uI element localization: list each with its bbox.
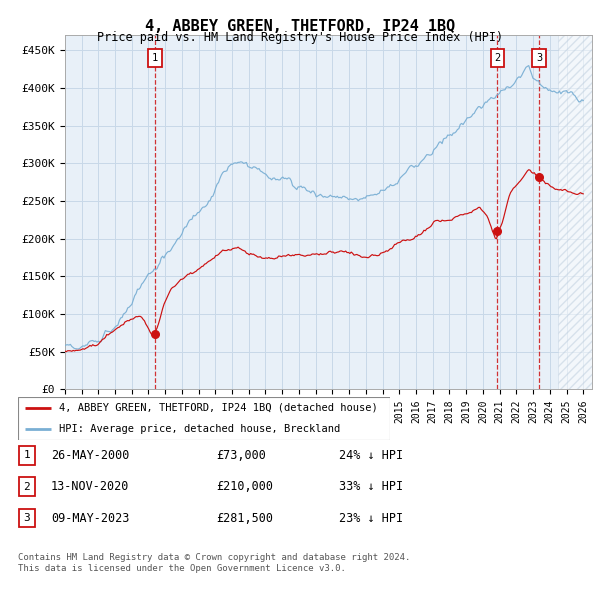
Text: 23% ↓ HPI: 23% ↓ HPI: [339, 512, 403, 525]
Text: Price paid vs. HM Land Registry's House Price Index (HPI): Price paid vs. HM Land Registry's House …: [97, 31, 503, 44]
Text: 3: 3: [536, 53, 542, 63]
Text: HPI: Average price, detached house, Breckland: HPI: Average price, detached house, Brec…: [59, 424, 340, 434]
Text: 2: 2: [23, 482, 31, 491]
Text: 26-MAY-2000: 26-MAY-2000: [51, 449, 130, 462]
Text: Contains HM Land Registry data © Crown copyright and database right 2024.
This d: Contains HM Land Registry data © Crown c…: [18, 553, 410, 573]
Bar: [558, 35, 600, 389]
Text: 4, ABBEY GREEN, THETFORD, IP24 1BQ (detached house): 4, ABBEY GREEN, THETFORD, IP24 1BQ (deta…: [59, 403, 377, 412]
Text: 1: 1: [152, 53, 158, 63]
Text: 2: 2: [494, 53, 500, 63]
Text: 13-NOV-2020: 13-NOV-2020: [51, 480, 130, 493]
Text: 4, ABBEY GREEN, THETFORD, IP24 1BQ: 4, ABBEY GREEN, THETFORD, IP24 1BQ: [145, 19, 455, 34]
Text: 09-MAY-2023: 09-MAY-2023: [51, 512, 130, 525]
Text: £281,500: £281,500: [216, 512, 273, 525]
Text: 3: 3: [23, 513, 31, 523]
Text: £73,000: £73,000: [216, 449, 266, 462]
Text: 33% ↓ HPI: 33% ↓ HPI: [339, 480, 403, 493]
Text: 1: 1: [23, 451, 31, 460]
Text: £210,000: £210,000: [216, 480, 273, 493]
Text: 24% ↓ HPI: 24% ↓ HPI: [339, 449, 403, 462]
